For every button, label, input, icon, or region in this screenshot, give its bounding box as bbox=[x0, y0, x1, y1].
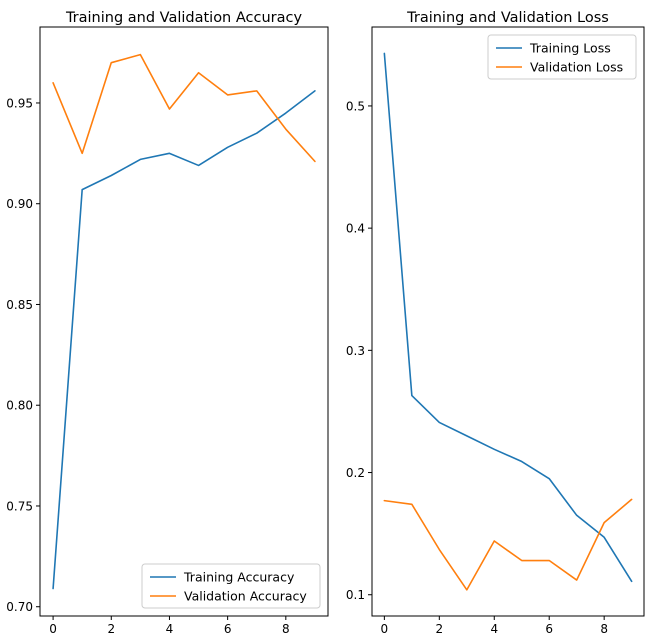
loss-y-tick-label: 0.1 bbox=[346, 588, 365, 602]
accuracy-x-tick-label: 8 bbox=[282, 622, 290, 636]
loss-x-tick-label: 2 bbox=[435, 622, 443, 636]
accuracy-x-tick-label: 6 bbox=[224, 622, 232, 636]
accuracy-legend: Training Accuracy Validation Accuracy bbox=[141, 563, 321, 609]
loss-x-tick-label: 8 bbox=[600, 622, 608, 636]
accuracy-y-tick-label: 0.85 bbox=[6, 298, 33, 312]
accuracy-legend-label: Validation Accuracy bbox=[184, 589, 307, 604]
accuracy-plot-frame bbox=[39, 26, 329, 617]
accuracy-y-tick-label: 0.80 bbox=[6, 399, 33, 413]
loss-x-tick-label: 0 bbox=[381, 622, 389, 636]
loss-series-line-training bbox=[383, 52, 633, 583]
accuracy-y-tick-label: 0.95 bbox=[6, 96, 33, 110]
accuracy-chart-title: Training and Validation Accuracy bbox=[65, 10, 303, 26]
accuracy-y-tick-label: 0.70 bbox=[6, 600, 33, 614]
loss-chart-title: Training and Validation Loss bbox=[406, 10, 609, 26]
loss-y-tick-label: 0.2 bbox=[346, 466, 365, 480]
loss-y-tick-label: 0.3 bbox=[346, 344, 365, 358]
loss-legend-label: Training Loss bbox=[529, 41, 611, 56]
accuracy-y-tick-label: 0.90 bbox=[6, 197, 33, 211]
accuracy-x-tick-label: 0 bbox=[49, 622, 57, 636]
loss-legend-box bbox=[487, 34, 637, 80]
accuracy-chart: Training and Validation Accuracy 0 2 4 6 8 0… bbox=[6, 10, 329, 636]
loss-plot-frame bbox=[371, 26, 645, 617]
accuracy-series-lines bbox=[52, 53, 316, 590]
loss-x-axis: 0 2 4 6 8 bbox=[381, 616, 608, 636]
accuracy-x-tick-label: 4 bbox=[166, 622, 174, 636]
loss-y-tick-label: 0.5 bbox=[346, 99, 365, 113]
loss-series-line-validation bbox=[383, 498, 633, 591]
loss-legend: Training Loss Validation Loss bbox=[487, 34, 637, 80]
accuracy-y-axis: 0.70 0.75 0.80 0.85 0.90 0.95 bbox=[6, 96, 40, 614]
loss-x-tick-label: 4 bbox=[490, 622, 498, 636]
loss-x-tick-label: 6 bbox=[545, 622, 553, 636]
loss-y-axis: 0.1 0.2 0.3 0.4 0.5 bbox=[346, 99, 372, 602]
accuracy-x-axis: 0 2 4 6 8 bbox=[49, 616, 290, 636]
accuracy-series-line-validation bbox=[52, 53, 316, 163]
accuracy-legend-box bbox=[141, 563, 321, 609]
loss-series-lines bbox=[383, 52, 633, 591]
accuracy-series-line-training bbox=[52, 90, 316, 590]
accuracy-legend-label: Training Accuracy bbox=[183, 570, 295, 585]
accuracy-x-tick-label: 2 bbox=[107, 622, 115, 636]
loss-y-tick-label: 0.4 bbox=[346, 222, 365, 236]
accuracy-y-tick-label: 0.75 bbox=[6, 499, 33, 513]
loss-legend-label: Validation Loss bbox=[530, 60, 623, 75]
